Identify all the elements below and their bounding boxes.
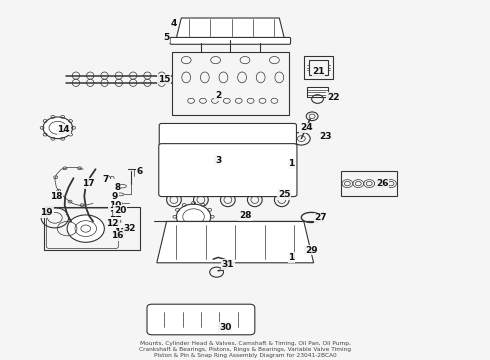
Circle shape <box>267 127 287 142</box>
Polygon shape <box>157 221 314 263</box>
Text: 32: 32 <box>123 224 136 233</box>
Text: 27: 27 <box>315 213 327 222</box>
Text: 19: 19 <box>40 208 53 217</box>
Text: 13: 13 <box>114 228 126 237</box>
Text: 10: 10 <box>109 201 122 210</box>
Bar <box>309 60 328 75</box>
Text: 20: 20 <box>114 206 126 215</box>
FancyBboxPatch shape <box>159 144 297 197</box>
Text: 30: 30 <box>219 323 232 332</box>
Text: 1: 1 <box>289 253 294 262</box>
Text: 2: 2 <box>215 91 221 100</box>
Text: 29: 29 <box>305 246 318 255</box>
Bar <box>304 56 333 79</box>
Circle shape <box>67 215 104 242</box>
Text: 7: 7 <box>102 175 109 184</box>
Text: 23: 23 <box>319 132 332 141</box>
Text: 11: 11 <box>109 210 122 219</box>
Text: 24: 24 <box>300 123 313 132</box>
Text: 15: 15 <box>158 75 171 84</box>
Text: 5: 5 <box>164 33 170 42</box>
Bar <box>341 171 397 196</box>
Text: 16: 16 <box>111 231 124 240</box>
Text: 1: 1 <box>289 159 294 168</box>
Text: 25: 25 <box>278 190 291 199</box>
Polygon shape <box>176 18 284 38</box>
Text: 4: 4 <box>171 19 177 28</box>
Text: 14: 14 <box>57 125 70 134</box>
Bar <box>307 87 328 97</box>
Text: 12: 12 <box>106 219 119 228</box>
Text: 21: 21 <box>312 68 325 77</box>
Text: 17: 17 <box>82 179 95 188</box>
Circle shape <box>289 243 309 257</box>
Text: 22: 22 <box>327 93 340 102</box>
Text: Mounts, Cylinder Head & Valves, Camshaft & Timing, Oil Pan, Oil Pump,
Crankshaft: Mounts, Cylinder Head & Valves, Camshaft… <box>139 341 351 357</box>
FancyBboxPatch shape <box>147 304 255 335</box>
Text: 9: 9 <box>112 192 119 201</box>
Text: 3: 3 <box>215 156 221 165</box>
Text: 6: 6 <box>137 166 143 175</box>
Text: 18: 18 <box>50 192 63 201</box>
Text: 28: 28 <box>239 211 251 220</box>
FancyBboxPatch shape <box>170 37 291 44</box>
Bar <box>172 52 289 115</box>
Circle shape <box>202 127 221 142</box>
Bar <box>44 207 140 250</box>
Text: 31: 31 <box>221 260 234 269</box>
Circle shape <box>176 204 211 229</box>
Text: 8: 8 <box>115 183 121 192</box>
Circle shape <box>169 127 189 142</box>
Circle shape <box>234 127 254 142</box>
FancyBboxPatch shape <box>159 123 296 146</box>
Circle shape <box>43 117 73 139</box>
Text: 26: 26 <box>376 179 389 188</box>
